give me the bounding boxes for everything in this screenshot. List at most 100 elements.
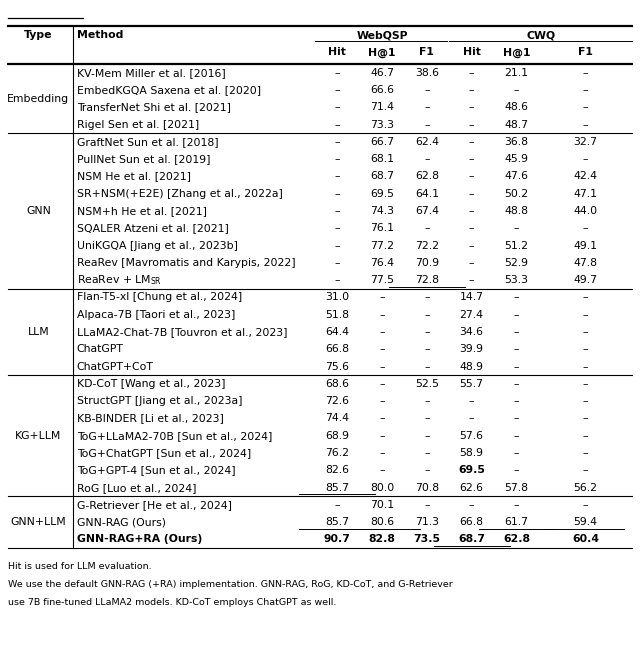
Text: –: – [380,292,385,303]
Text: 72.8: 72.8 [415,275,439,285]
Text: RoG [Luo et al., 2024]: RoG [Luo et al., 2024] [77,482,196,493]
Text: KV-Mem Miller et al. [2016]: KV-Mem Miller et al. [2016] [77,68,225,78]
Text: –: – [583,103,588,112]
Text: –: – [380,310,385,320]
Text: WebQSP: WebQSP [356,30,408,40]
Text: H@1: H@1 [503,47,530,57]
Text: –: – [424,327,429,337]
Text: –: – [514,223,519,233]
Text: 38.6: 38.6 [415,68,439,78]
Text: 69.5: 69.5 [370,189,394,199]
Text: 49.7: 49.7 [573,275,598,285]
Text: 21.1: 21.1 [504,68,529,78]
Text: 85.7: 85.7 [325,482,349,493]
Text: 90.7: 90.7 [324,535,351,544]
Text: 80.0: 80.0 [370,482,394,493]
Text: –: – [469,172,474,181]
Text: TransferNet Shi et al. [2021]: TransferNet Shi et al. [2021] [77,103,231,112]
Text: 57.8: 57.8 [504,482,529,493]
Text: 76.4: 76.4 [370,258,394,268]
Text: 34.6: 34.6 [460,327,484,337]
Text: –: – [380,327,385,337]
Text: –: – [469,413,474,424]
Text: 47.8: 47.8 [573,258,598,268]
Text: –: – [583,327,588,337]
Text: –: – [514,344,519,354]
Text: 62.8: 62.8 [415,172,439,181]
Text: We use the default GNN-RAG (+RA) implementation. GNN-RAG, RoG, KD-CoT, and G-Ret: We use the default GNN-RAG (+RA) impleme… [8,580,452,590]
Text: KB-BINDER [Li et al., 2023]: KB-BINDER [Li et al., 2023] [77,413,223,424]
Text: –: – [583,465,588,475]
Text: H@1: H@1 [369,47,396,57]
Text: –: – [583,500,588,510]
Text: 39.9: 39.9 [460,344,484,354]
Text: 48.6: 48.6 [504,103,529,112]
Text: 45.9: 45.9 [504,154,529,164]
Text: –: – [583,119,588,130]
Text: 50.2: 50.2 [504,189,529,199]
Text: –: – [335,137,340,147]
Text: –: – [583,292,588,303]
Text: –: – [514,396,519,406]
Text: Hit: Hit [463,47,481,57]
Text: 52.9: 52.9 [504,258,529,268]
Text: 53.3: 53.3 [504,275,529,285]
Text: 82.6: 82.6 [325,465,349,475]
Text: 56.2: 56.2 [573,482,598,493]
Text: ToG+LLaMA2-70B [Sun et al., 2024]: ToG+LLaMA2-70B [Sun et al., 2024] [77,431,272,441]
Text: –: – [469,103,474,112]
Text: –: – [514,465,519,475]
Text: ToG+ChatGPT [Sun et al., 2024]: ToG+ChatGPT [Sun et al., 2024] [77,448,251,458]
Text: Alpaca-7B [Taori et al., 2023]: Alpaca-7B [Taori et al., 2023] [77,310,235,320]
Text: 64.4: 64.4 [325,327,349,337]
Text: –: – [583,85,588,95]
Text: 58.9: 58.9 [460,448,484,458]
Text: 82.8: 82.8 [369,535,396,544]
Text: 48.7: 48.7 [504,119,529,130]
Text: –: – [335,206,340,216]
Text: 27.4: 27.4 [460,310,484,320]
Text: 85.7: 85.7 [325,517,349,527]
Text: 71.3: 71.3 [415,517,439,527]
Text: –: – [424,154,429,164]
Text: –: – [514,362,519,372]
Text: –: – [583,413,588,424]
Text: 36.8: 36.8 [504,137,529,147]
Text: 73.3: 73.3 [370,119,394,130]
Text: 71.4: 71.4 [370,103,394,112]
Text: 73.5: 73.5 [413,535,440,544]
Text: –: – [583,431,588,441]
Text: –: – [583,448,588,458]
Text: G-Retriever [He et al., 2024]: G-Retriever [He et al., 2024] [77,500,232,510]
Text: Method: Method [77,30,123,40]
Text: –: – [424,362,429,372]
Text: –: – [335,258,340,268]
Text: 67.4: 67.4 [415,206,439,216]
Text: Embedding: Embedding [7,94,70,104]
Text: 64.1: 64.1 [415,189,439,199]
Text: –: – [380,396,385,406]
Text: –: – [469,137,474,147]
Text: ReaRev [Mavromatis and Karypis, 2022]: ReaRev [Mavromatis and Karypis, 2022] [77,258,296,268]
Text: –: – [380,413,385,424]
Text: 57.6: 57.6 [460,431,484,441]
Text: –: – [424,310,429,320]
Text: Hit: Hit [328,47,346,57]
Text: –: – [469,241,474,251]
Text: –: – [514,85,519,95]
Text: ToG+GPT-4 [Sun et al., 2024]: ToG+GPT-4 [Sun et al., 2024] [77,465,236,475]
Text: 68.9: 68.9 [325,431,349,441]
Text: 70.1: 70.1 [370,500,394,510]
Text: F1: F1 [419,47,435,57]
Text: –: – [583,68,588,78]
Text: –: – [514,500,519,510]
Text: –: – [380,379,385,389]
Text: CWQ: CWQ [526,30,556,40]
Text: 48.9: 48.9 [460,362,484,372]
Text: –: – [424,431,429,441]
Text: 80.6: 80.6 [370,517,394,527]
Text: 66.7: 66.7 [370,137,394,147]
Text: –: – [583,379,588,389]
Text: –: – [424,103,429,112]
Text: –: – [469,500,474,510]
